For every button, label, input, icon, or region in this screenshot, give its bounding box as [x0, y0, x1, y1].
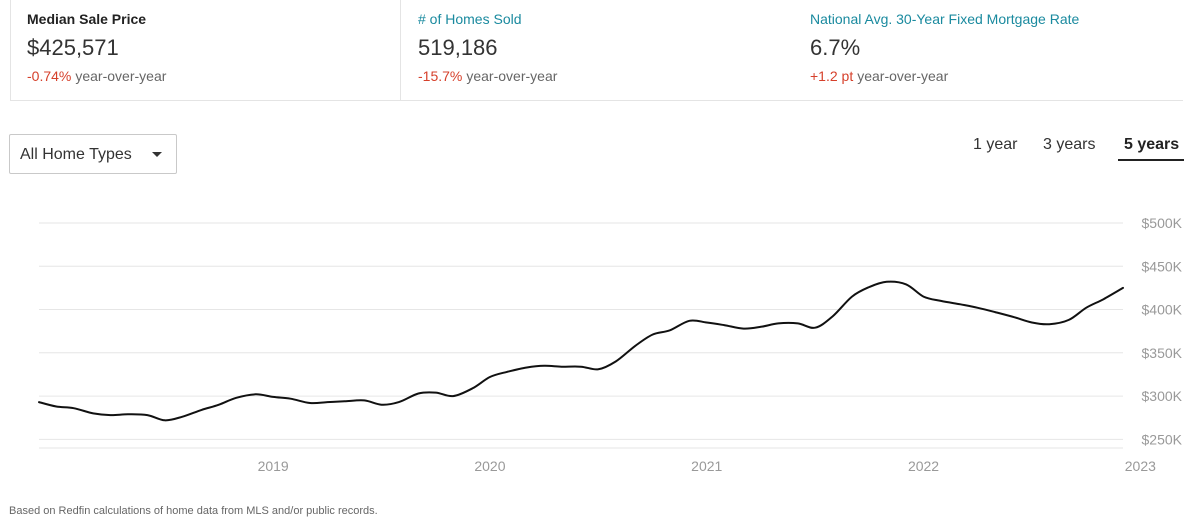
stat-delta: -15.7% — [418, 68, 463, 84]
y-tick-label: $450K — [1142, 258, 1183, 274]
active-tab-indicator — [1118, 159, 1184, 161]
stats-bar: Median Sale Price $425,571 -0.74% year-ov… — [10, 0, 1183, 102]
mortgage-rate-card[interactable]: National Avg. 30-Year Fixed Mortgage Rat… — [792, 0, 1183, 101]
stat-period: year-over-year — [75, 68, 167, 84]
median-price-series-line — [38, 280, 1124, 422]
footnote: Based on Redfin calculations of home dat… — [9, 505, 378, 517]
stat-label[interactable]: National Avg. 30-Year Fixed Mortgage Rat… — [810, 11, 1080, 27]
homes-sold-card[interactable]: # of Homes Sold 519,186 -15.7% year-over-… — [401, 0, 792, 101]
stat-value: 6.7% — [810, 35, 861, 60]
y-tick-label: $300K — [1142, 388, 1183, 404]
caret-down-icon — [152, 152, 162, 157]
stat-delta: +1.2 pt — [810, 68, 854, 84]
stat-change: +1.2 pt year-over-year — [810, 68, 948, 84]
median-price-line-chart: $250K $300K $350K $400K $450K $500K 2019 2020 20… — [38, 215, 1183, 474]
tab-1-year[interactable]: 1 year — [973, 136, 1018, 153]
x-tick-label: 2023 — [1125, 458, 1156, 474]
home-type-selected: All Home Types — [20, 146, 132, 163]
stat-label: Median Sale Price — [27, 11, 147, 27]
y-tick-label: $400K — [1142, 302, 1183, 318]
stat-value: 519,186 — [418, 35, 498, 60]
x-tick-label: 2020 — [474, 458, 505, 474]
tab-5-years[interactable]: 5 years — [1124, 136, 1180, 153]
stat-value: $425,571 — [27, 35, 119, 60]
x-tick-label: 2019 — [258, 458, 289, 474]
median-sale-price-card: Median Sale Price $425,571 -0.74% year-ov… — [10, 0, 401, 101]
stat-change: -15.7% year-over-year — [418, 68, 557, 84]
stat-delta: -0.74% — [27, 68, 72, 84]
tab-3-years[interactable]: 3 years — [1043, 136, 1096, 153]
x-tick-label: 2022 — [908, 458, 939, 474]
y-tick-label: $350K — [1142, 345, 1183, 361]
stat-label[interactable]: # of Homes Sold — [418, 11, 522, 27]
y-tick-label: $500K — [1142, 215, 1183, 231]
home-type-dropdown[interactable]: All Home Types — [9, 134, 177, 174]
stat-period: year-over-year — [466, 68, 558, 84]
stat-change: -0.74% year-over-year — [27, 68, 166, 84]
stat-period: year-over-year — [857, 68, 949, 84]
y-tick-label: $250K — [1142, 431, 1183, 447]
x-tick-label: 2021 — [691, 458, 722, 474]
